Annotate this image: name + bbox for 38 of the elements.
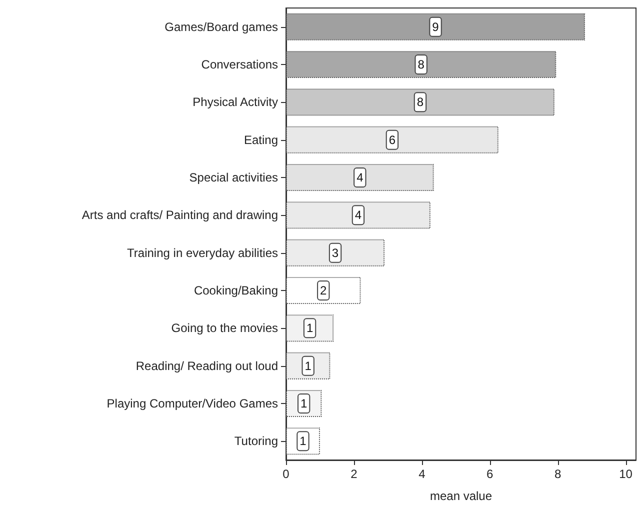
y-tick-label: Playing Computer/Video Games [106,396,278,410]
data-label: 4 [354,208,362,222]
data-label: 1 [306,321,314,336]
y-tick-label: Physical Activity [192,95,278,110]
x-tick-label: 0 [282,467,290,481]
data-label: 9 [432,20,440,34]
x-tick-label: 10 [619,467,633,481]
bar [286,13,586,40]
bar [286,126,498,154]
bar [286,50,556,78]
y-tick-label: Going to the movies [171,321,278,336]
x-tick-label: 2 [350,467,358,481]
data-label: 8 [416,95,424,110]
data-label: 1 [304,358,312,373]
x-tick-label: 6 [486,467,494,481]
y-tick-label: Special activities [189,170,278,184]
bar [286,202,430,229]
y-tick-label: Games/Board games [164,20,278,34]
y-tick-label: Cooking/Baking [194,284,278,298]
x-tick-label: 8 [554,467,562,481]
data-label: 1 [300,396,308,410]
data-label: 1 [300,434,307,448]
y-tick-label: Arts and crafts/ Painting and drawing [82,208,278,222]
data-label: 2 [320,284,328,298]
data-label: 6 [388,132,396,147]
y-tick-label: Reading/ Reading out loud [136,358,278,373]
y-tick-label: Tutoring [234,434,278,448]
data-label: 4 [356,170,364,184]
y-tick-label: Eating [244,132,278,147]
data-label: 8 [418,58,425,72]
y-tick-label: Conversations [201,58,278,72]
x-axis-title: mean value [430,489,492,503]
bar [286,88,554,116]
data-label: 3 [332,246,339,260]
y-tick-label: Training in everyday abilities [127,246,278,260]
bar [286,164,434,192]
x-tick-label: 4 [418,467,426,481]
bar [286,276,361,304]
